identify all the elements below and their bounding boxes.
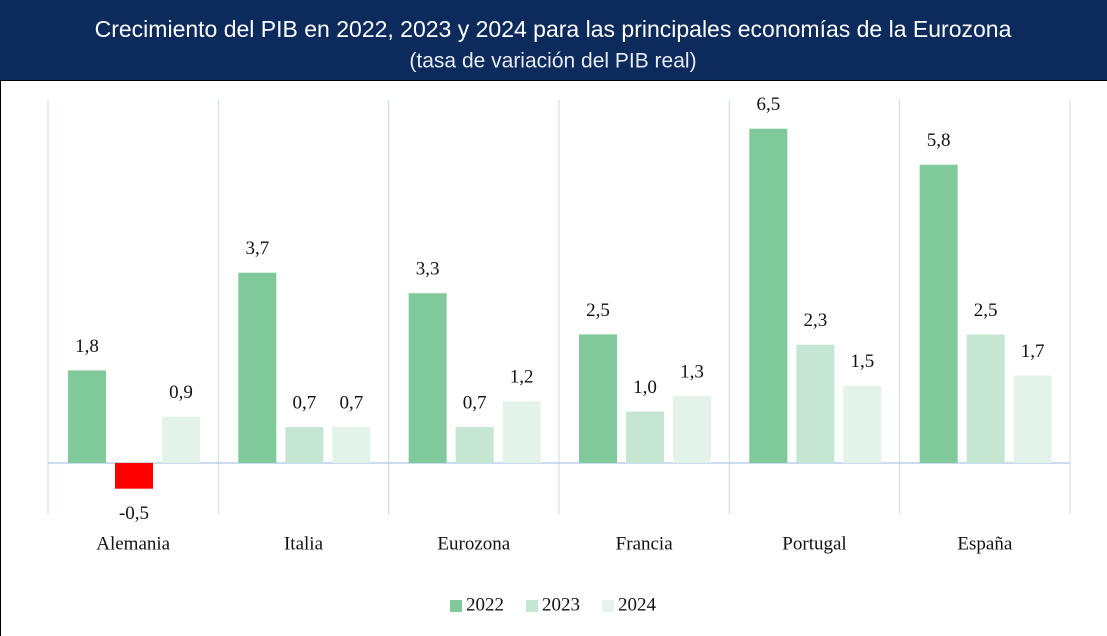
x-tick-label: Francia <box>616 533 674 554</box>
x-tick-label: Italia <box>284 533 324 554</box>
bar <box>919 164 958 463</box>
value-label: 0,7 <box>463 392 487 413</box>
plot: Alemania 1,8 -0,5 0,9 Italia 3,7 0,7 0,7 Eurozon… <box>47 94 1071 615</box>
value-label: -0,5 <box>119 503 149 524</box>
value-label: 0,9 <box>169 382 193 403</box>
bar <box>162 416 200 463</box>
bar <box>749 128 788 463</box>
header-band <box>0 0 1107 80</box>
bar <box>68 370 106 463</box>
bar <box>796 344 835 463</box>
bar <box>285 426 324 463</box>
bar <box>966 334 1005 463</box>
value-label: 1,0 <box>633 377 657 398</box>
value-label: 1,8 <box>75 336 99 357</box>
value-label: 2,3 <box>803 310 827 331</box>
value-label: 2,5 <box>974 300 998 321</box>
legend-swatch <box>602 600 614 612</box>
value-label: 1,3 <box>680 361 704 382</box>
bar <box>579 334 617 463</box>
x-tick-label: Eurozona <box>437 533 510 554</box>
bar <box>502 401 541 463</box>
chart-subtitle: (tasa de variación del PIB real) <box>409 50 696 73</box>
bar <box>626 411 664 463</box>
legend-label: 2022 <box>466 594 504 615</box>
bar <box>408 293 447 463</box>
legend-label: 2024 <box>618 594 657 615</box>
value-label: 1,2 <box>510 367 534 388</box>
bar <box>332 426 371 463</box>
bar <box>115 462 153 489</box>
bar <box>455 426 494 463</box>
legend-swatch <box>450 600 462 612</box>
x-tick-label: España <box>957 533 1012 554</box>
value-label: 0,7 <box>339 392 363 413</box>
x-tick-label: Alemania <box>96 533 170 554</box>
bar <box>238 272 277 463</box>
bar <box>843 385 882 463</box>
bar <box>673 396 711 463</box>
bar <box>1013 375 1052 463</box>
legend-swatch <box>526 600 538 612</box>
value-label: 6,5 <box>756 94 780 115</box>
value-label: 0,7 <box>292 392 316 413</box>
value-label: 2,5 <box>586 300 610 321</box>
value-label: 1,7 <box>1021 341 1045 362</box>
legend-label: 2023 <box>542 594 580 615</box>
value-label: 3,7 <box>245 238 269 259</box>
value-label: 1,5 <box>850 351 874 372</box>
value-label: 3,3 <box>416 259 440 280</box>
chart-title: Crecimiento del PIB en 2022, 2023 y 2024… <box>95 16 1012 42</box>
x-tick-label: Portugal <box>782 533 846 554</box>
value-label: 5,8 <box>927 130 951 151</box>
